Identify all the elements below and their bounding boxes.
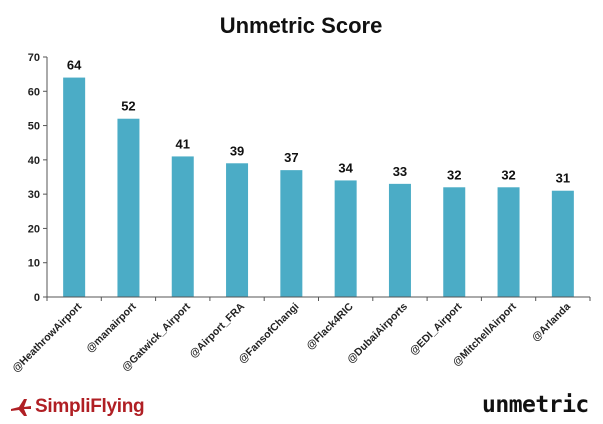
data-label: 41 <box>176 136 190 151</box>
x-tick-label: @Arlanda <box>530 301 573 344</box>
bar <box>117 118 140 297</box>
x-tick-label: @EDI_Airport <box>407 300 464 357</box>
y-tick-label: 20 <box>28 223 40 235</box>
bar <box>443 187 466 297</box>
y-tick-label: 40 <box>28 155 40 167</box>
y-axis: 0 10 20 30 40 50 60 70 <box>28 52 48 304</box>
data-label: 52 <box>121 99 135 114</box>
data-label: 32 <box>501 167 515 182</box>
bar <box>497 187 520 297</box>
x-tick-label: @DubaiAirports <box>345 301 410 366</box>
data-label: 31 <box>556 171 570 186</box>
x-tick-label: @manairport <box>84 300 139 355</box>
y-tick-label: 10 <box>28 258 40 270</box>
bar <box>171 156 194 297</box>
y-tick-label: 60 <box>28 86 40 98</box>
x-axis: @HeathrowAirport @manairport@Gatwick_Airp… <box>10 296 591 375</box>
bar <box>388 183 411 297</box>
x-tick-label: @Flack4RIC <box>304 300 356 352</box>
y-tick-label: 30 <box>28 189 40 201</box>
bar <box>280 170 303 297</box>
data-label: 37 <box>284 150 298 165</box>
unmetric-logo: unmetric <box>482 392 589 418</box>
bar <box>63 77 86 297</box>
y-tick-label: 0 <box>34 292 40 304</box>
plane-icon <box>11 399 31 416</box>
chart-title: Unmetric Score <box>220 13 383 38</box>
y-tick-label: 50 <box>28 121 40 133</box>
x-tick-label: @HeathrowAirport <box>10 300 85 375</box>
data-label: 39 <box>230 143 244 158</box>
y-tick-label: 70 <box>28 52 40 64</box>
data-label: 33 <box>393 164 407 179</box>
x-tick-label: @FansofChangi <box>236 301 301 366</box>
data-label: 34 <box>338 160 353 175</box>
data-label: 64 <box>67 58 82 73</box>
bars: 64 52 41 39 37 34 33 32 32 31 <box>63 58 574 297</box>
x-tick-label: @Airport_FRA <box>187 300 247 360</box>
data-label: 32 <box>447 167 461 182</box>
simpliflying-logo: SimpliFlying <box>10 396 145 418</box>
bar <box>551 190 574 297</box>
simpliflying-logo-text: SimpliFlying <box>35 396 145 417</box>
bar <box>226 163 249 297</box>
bar <box>334 180 357 297</box>
